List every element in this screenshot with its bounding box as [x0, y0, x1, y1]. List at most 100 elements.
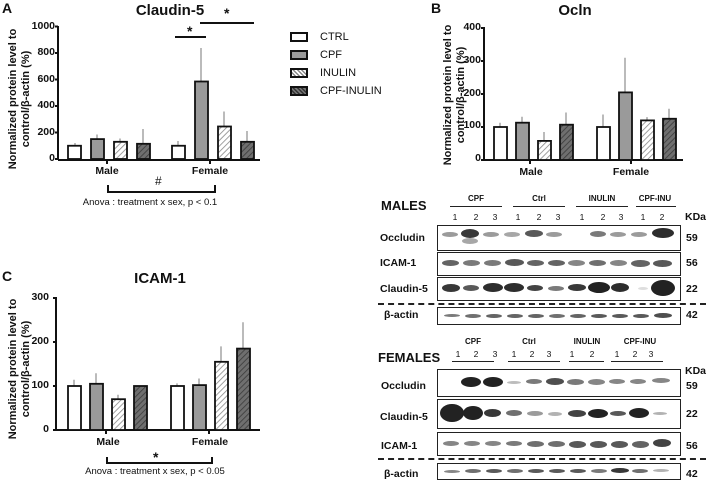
underline	[636, 206, 676, 207]
females-divider	[378, 458, 706, 460]
star-c: *	[153, 449, 159, 465]
tick-b-0: 0	[475, 152, 481, 164]
underline	[452, 361, 494, 362]
lane-label: 3	[492, 212, 498, 222]
females-row-label: Claudin-5	[380, 411, 428, 423]
panel-a-letter: A	[2, 0, 13, 16]
tick-c-300: 300	[31, 291, 49, 303]
tick-a-0: 0	[49, 152, 55, 164]
males-kda: 59	[686, 232, 698, 244]
panel-b-letter: B	[431, 0, 442, 16]
legend-label: INULIN	[320, 67, 357, 79]
lane-label: 1	[452, 212, 458, 222]
females-kda: 56	[686, 440, 698, 452]
lane-label: 1	[569, 349, 575, 359]
females-kda: 59	[686, 380, 698, 392]
legend-item-cpf: CPF	[290, 46, 382, 64]
swatch-inulin	[290, 68, 308, 78]
x-label-a-female: Female	[191, 165, 229, 177]
females-claudin5-blot	[437, 399, 681, 429]
legend-label: CPF-INULIN	[320, 85, 382, 97]
tick-c-0: 0	[43, 423, 49, 435]
underline	[508, 361, 560, 362]
lane-label: 1	[614, 349, 620, 359]
lane-label: 1	[640, 212, 646, 222]
swatch-cpf	[290, 50, 308, 60]
males-kda: 56	[686, 257, 698, 269]
lane-label: 3	[648, 349, 654, 359]
females-group-inulin: INULIN	[573, 337, 601, 346]
underline	[569, 361, 604, 362]
underline	[513, 206, 565, 207]
females-group-cpf: CPF	[465, 337, 481, 346]
tick-a-800: 800	[37, 46, 55, 58]
males-claudin5-blot	[437, 277, 681, 301]
panel-b-plot	[481, 27, 683, 164]
males-row-label: Occludin	[380, 232, 425, 244]
males-group-cpf-inu: CPF-INU	[638, 194, 672, 203]
tick-b-100: 100	[463, 119, 481, 131]
sig-star-a-1: *	[187, 23, 193, 39]
x-label-a-male: Male	[95, 165, 119, 177]
females-row-label: Occludin	[381, 380, 426, 392]
swatch-cpf-inulin	[290, 86, 308, 96]
males-icam1-blot	[437, 252, 681, 276]
legend-label: CTRL	[320, 31, 349, 43]
lane-label: 3	[546, 349, 552, 359]
bracket-c	[106, 457, 213, 464]
panel-c-plot	[53, 297, 260, 434]
lane-label: 2	[632, 349, 638, 359]
legend-label: CPF	[320, 49, 342, 61]
females-kda: 42	[686, 468, 698, 480]
lane-label: 2	[659, 212, 665, 222]
females-beta-actin-blot	[437, 463, 681, 480]
panel-a-title: Claudin-5	[135, 2, 205, 19]
males-row-label: Claudin-5	[380, 283, 428, 295]
underline	[611, 361, 663, 362]
males-beta-actin-blot	[437, 307, 681, 325]
underline	[450, 206, 502, 207]
males-group-ctrl: Ctrl	[532, 194, 546, 203]
females-row-label: β-actin	[384, 468, 419, 480]
swatch-ctrl	[290, 32, 308, 42]
anova-a: Anova : treatment x sex, p < 0.1	[82, 197, 218, 208]
males-kda-label: KDa	[685, 211, 707, 223]
lane-label: 3	[492, 349, 498, 359]
panel-c-title: ICAM-1	[134, 270, 186, 287]
lane-label: 2	[529, 349, 535, 359]
tick-c-200: 200	[31, 335, 49, 347]
males-occludin-blot	[437, 225, 681, 251]
females-kda: 22	[686, 408, 698, 420]
lane-label: 2	[473, 212, 479, 222]
tick-a-400: 400	[37, 99, 55, 111]
males-group-cpf: CPF	[468, 194, 484, 203]
legend: CTRL CPF INULIN CPF-INULIN	[290, 28, 382, 100]
lane-label: 1	[455, 349, 461, 359]
lane-label: 3	[555, 212, 561, 222]
lane-label: 1	[511, 349, 517, 359]
males-kda: 42	[686, 309, 698, 321]
hash-a: #	[155, 174, 162, 188]
panel-a-plot	[55, 22, 260, 164]
males-row-label: ICAM-1	[380, 257, 417, 269]
tick-b-400: 400	[463, 21, 481, 33]
legend-item-cpf-inulin: CPF-INULIN	[290, 82, 382, 100]
males-kda: 22	[686, 283, 698, 295]
lane-label: 3	[618, 212, 624, 222]
tick-a-1000: 1000	[31, 20, 55, 32]
bracket-a	[107, 185, 216, 193]
ylabel-line-1: Normalized protein level to	[7, 28, 19, 170]
females-icam1-blot	[437, 432, 681, 456]
lane-label: 1	[579, 212, 585, 222]
males-divider	[378, 303, 706, 305]
females-kda-label: KDa	[685, 365, 707, 377]
legend-item-ctrl: CTRL	[290, 28, 382, 46]
x-label-b-female: Female	[612, 166, 650, 178]
anova-c: Anova : treatment x sex, p < 0.05	[85, 466, 225, 477]
males-row-label: β-actin	[384, 309, 419, 321]
females-blot-header: FEMALES	[378, 350, 441, 365]
x-label-b-male: Male	[519, 166, 543, 178]
females-occludin-blot	[437, 369, 681, 397]
females-group-ctrl: Ctrl	[522, 337, 536, 346]
lane-label: 2	[600, 212, 606, 222]
